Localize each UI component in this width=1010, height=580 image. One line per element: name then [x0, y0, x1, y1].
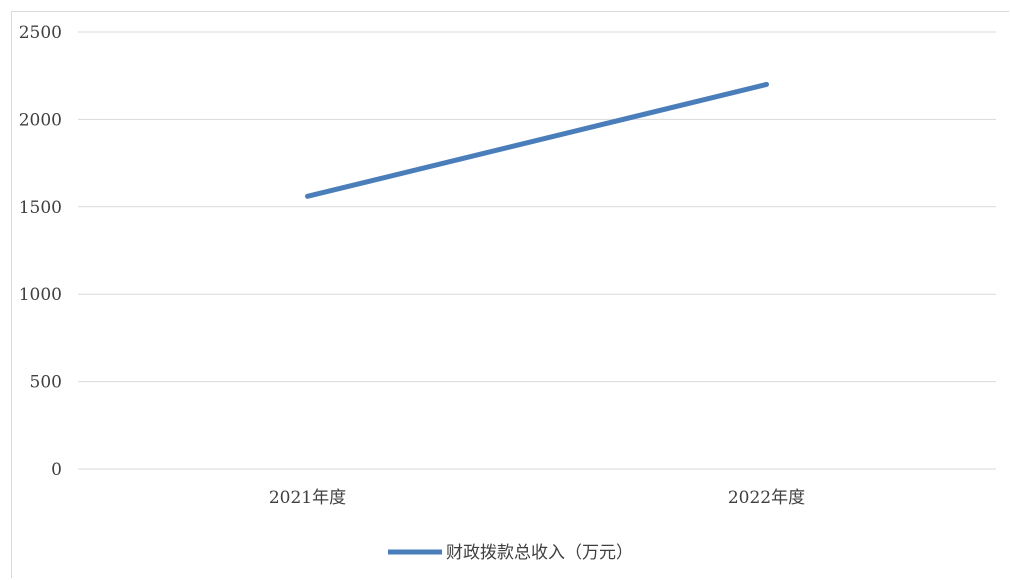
gridlines: [78, 31, 996, 470]
x-axis-ticks: 2021年度 2022年度: [269, 488, 805, 508]
y-tick-label: 2500: [19, 23, 62, 43]
y-axis-ticks: 0 500 1000 1500 2000 2500: [19, 23, 62, 480]
x-tick-label: 2022年度: [728, 488, 805, 508]
series-lines: [305, 81, 769, 199]
y-tick-label: 500: [30, 373, 62, 393]
legend: 财政拨款总收入（万元）: [388, 543, 633, 563]
y-tick-label: 0: [51, 460, 62, 480]
y-tick-label: 1000: [19, 285, 62, 305]
legend-label: 财政拨款总收入（万元）: [446, 543, 633, 563]
chart-frame: [11, 11, 1009, 578]
series-line: [305, 81, 769, 199]
y-tick-label: 2000: [19, 110, 62, 130]
x-tick-label: 2021年度: [269, 488, 346, 508]
y-tick-label: 1500: [19, 198, 62, 218]
